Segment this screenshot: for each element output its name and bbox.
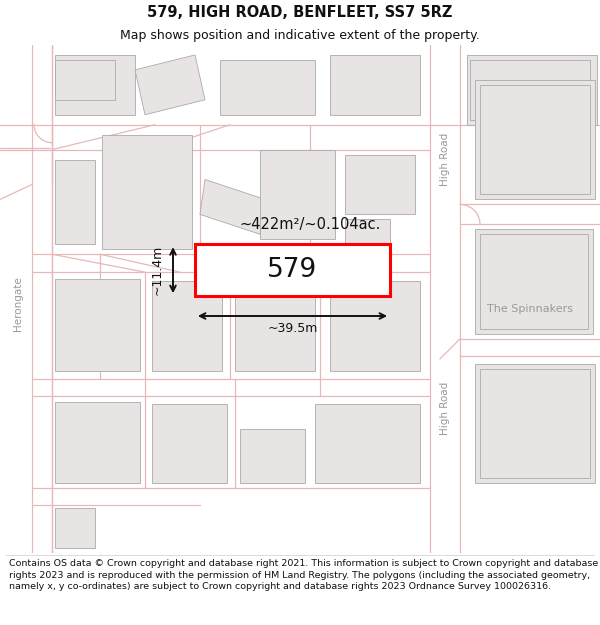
Bar (195, 244, 390, 296)
Bar (102, 134, 192, 249)
Text: Map shows position and indicative extent of the property.: Map shows position and indicative extent… (120, 29, 480, 42)
Bar (467, 55, 597, 125)
Bar (55, 55, 135, 115)
Bar (55, 402, 140, 483)
Bar (55, 508, 95, 548)
Polygon shape (200, 179, 265, 234)
Bar (55, 279, 140, 371)
Bar (480, 369, 590, 478)
Text: High Road: High Road (440, 382, 450, 435)
Bar (475, 229, 593, 334)
Text: Contains OS data © Crown copyright and database right 2021. This information is : Contains OS data © Crown copyright and d… (9, 559, 598, 591)
Bar (480, 85, 590, 194)
Bar (480, 234, 588, 329)
Text: 579, HIGH ROAD, BENFLEET, SS7 5RZ: 579, HIGH ROAD, BENFLEET, SS7 5RZ (148, 5, 452, 20)
Bar (345, 154, 415, 214)
Polygon shape (135, 55, 205, 115)
Text: Herongate: Herongate (13, 277, 23, 331)
Bar (315, 404, 420, 483)
Bar (475, 364, 595, 483)
Bar (220, 60, 315, 115)
Bar (152, 281, 222, 371)
Bar (55, 159, 95, 244)
Bar (330, 281, 420, 371)
Text: ~11.4m: ~11.4m (151, 245, 163, 295)
Text: ~422m²/~0.104ac.: ~422m²/~0.104ac. (239, 217, 380, 232)
Bar (345, 219, 390, 244)
Bar (55, 60, 115, 100)
Text: High Road: High Road (440, 133, 450, 186)
Bar (235, 281, 315, 371)
Text: The Spinnakers: The Spinnakers (487, 304, 573, 314)
Bar (470, 60, 590, 120)
Text: ~39.5m: ~39.5m (268, 322, 317, 336)
Bar (260, 149, 335, 239)
Bar (240, 429, 305, 483)
Bar (475, 80, 595, 199)
Bar (330, 55, 420, 115)
Text: 579: 579 (268, 257, 317, 283)
Bar (152, 404, 227, 483)
